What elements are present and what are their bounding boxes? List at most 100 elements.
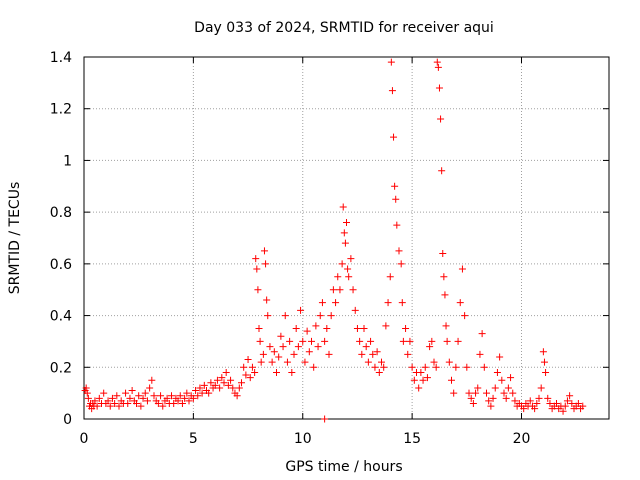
data-point — [303, 327, 311, 335]
data-point — [450, 389, 458, 397]
data-point — [504, 384, 512, 392]
data-point — [367, 337, 375, 345]
data-point — [345, 273, 353, 281]
data-point — [443, 337, 451, 345]
data-point — [404, 350, 412, 358]
data-point — [288, 368, 296, 376]
data-point — [244, 356, 252, 364]
y-tick-label: 0.2 — [50, 360, 72, 376]
y-tick-label: 0 — [63, 412, 72, 428]
data-point — [433, 58, 441, 66]
data-point — [435, 84, 443, 92]
data-point — [91, 397, 99, 405]
data-point — [113, 392, 121, 400]
data-point — [176, 392, 184, 400]
data-point — [344, 265, 352, 273]
data-point — [281, 312, 289, 320]
data-point — [264, 312, 272, 320]
data-point — [380, 363, 388, 371]
data-point — [277, 332, 285, 340]
data-point — [183, 389, 191, 397]
data-point — [434, 63, 442, 71]
data-point — [213, 376, 221, 384]
data-point — [371, 363, 379, 371]
data-point — [294, 343, 302, 351]
data-point — [251, 368, 259, 376]
data-point — [189, 394, 197, 402]
data-point — [502, 394, 510, 402]
data-point — [441, 291, 449, 299]
data-point — [454, 337, 462, 345]
data-point — [104, 397, 112, 405]
data-point — [399, 337, 407, 345]
y-tick-label: 0.8 — [50, 205, 72, 221]
data-point — [351, 306, 359, 314]
data-point — [356, 337, 364, 345]
chart-title: Day 033 of 2024, SRMTID for receiver aqu… — [194, 20, 494, 36]
y-tick-label: 0.6 — [50, 257, 72, 273]
data-point — [442, 322, 450, 330]
data-point — [194, 392, 202, 400]
scatter-points — [81, 58, 587, 423]
data-point — [533, 399, 541, 407]
data-point — [438, 167, 446, 175]
data-point — [561, 402, 569, 410]
data-point — [218, 374, 226, 382]
data-point — [474, 384, 482, 392]
data-point — [343, 218, 350, 226]
data-point — [340, 229, 348, 237]
data-point — [181, 394, 189, 402]
data-point — [386, 273, 394, 281]
data-point — [157, 392, 165, 400]
data-point — [150, 392, 158, 400]
data-point — [196, 384, 204, 392]
data-point — [390, 133, 398, 141]
data-point — [235, 384, 243, 392]
data-point — [498, 376, 506, 384]
data-point — [325, 350, 333, 358]
data-point — [159, 402, 167, 410]
data-point — [275, 353, 283, 361]
data-point — [402, 325, 410, 332]
data-point — [135, 392, 143, 400]
y-tick-label: 1 — [63, 153, 72, 169]
data-point — [419, 376, 427, 384]
data-point — [100, 389, 108, 397]
data-point — [493, 368, 501, 376]
x-tick-label: 0 — [80, 431, 89, 447]
data-point — [126, 394, 134, 402]
data-point — [445, 358, 453, 366]
data-point — [537, 384, 545, 392]
data-point — [500, 389, 508, 397]
data-point — [321, 337, 329, 345]
data-point — [463, 363, 471, 371]
data-point — [146, 384, 154, 392]
data-point — [216, 384, 224, 392]
data-point — [535, 394, 543, 402]
data-point — [111, 399, 119, 407]
data-point — [207, 379, 215, 387]
data-point — [227, 376, 235, 384]
data-point — [141, 389, 149, 397]
data-point — [248, 363, 256, 371]
y-tick-label: 0.4 — [50, 309, 72, 325]
axis-ticks — [83, 56, 609, 420]
data-point — [520, 405, 528, 413]
data-point — [253, 265, 261, 273]
data-point — [283, 358, 291, 366]
data-point — [259, 350, 267, 358]
data-point — [286, 337, 294, 345]
data-point — [200, 381, 208, 389]
data-point — [393, 221, 401, 229]
data-point — [553, 399, 560, 407]
data-point — [143, 397, 151, 405]
data-point — [540, 358, 548, 366]
data-point — [238, 379, 245, 387]
data-point — [388, 87, 396, 95]
data-point — [305, 348, 313, 356]
data-point — [546, 399, 554, 407]
y-tick-label: 1.4 — [50, 50, 72, 66]
data-point — [358, 350, 366, 358]
y-axis-title: SRMTID / TECUs — [7, 182, 23, 295]
data-point — [95, 394, 103, 402]
